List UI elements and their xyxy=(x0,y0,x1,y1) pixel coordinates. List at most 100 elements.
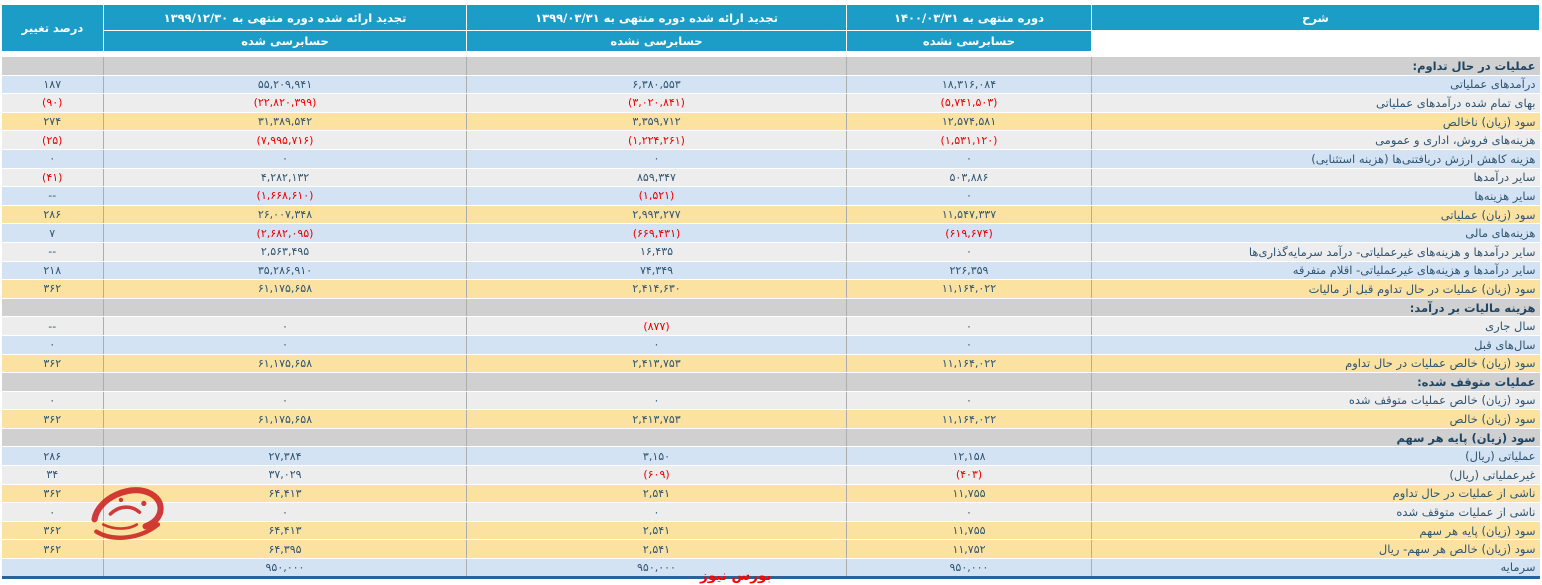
value-current-period: ۱۱,۷۵۲ xyxy=(846,539,1092,560)
value-restated-year: (۱,۶۶۸,۶۱۰) xyxy=(103,186,467,206)
row-label: هزینه‌های فروش، اداری و عمومی xyxy=(1091,130,1540,150)
row-label: سود (زیان) خالص xyxy=(1091,409,1540,429)
value-percent-change xyxy=(1,428,104,448)
value-current-period: ۱۱,۱۶۴,۰۲۲ xyxy=(846,279,1092,299)
value-percent-change xyxy=(1,298,104,318)
value-restated-quarter: ۰ xyxy=(466,502,847,522)
value-current-period: ۰ xyxy=(846,242,1092,262)
value-current-period: ۲۲۶,۳۵۹ xyxy=(846,261,1092,281)
col-subheader-unaudited-1: حسابرسی نشده xyxy=(846,30,1092,52)
value-restated-quarter xyxy=(466,298,847,318)
value-restated-year: ۶۴,۴۱۳ xyxy=(103,484,467,504)
section-row: عملیات در حال تداوم: xyxy=(1,56,1540,76)
value-current-period: (۴۰۳) xyxy=(846,465,1092,485)
row-label: بهای تمام شده درآمدهای عملیاتی xyxy=(1091,93,1540,113)
header-spacer xyxy=(1,51,1540,57)
value-current-period: ۰ xyxy=(846,335,1092,355)
value-percent-change: ۳۶۲ xyxy=(1,354,104,374)
value-restated-year: ۰ xyxy=(103,502,467,522)
col-subheader-audited: حسابرسی شده xyxy=(103,30,467,52)
value-current-period: ۱۱,۵۴۷,۳۳۷ xyxy=(846,205,1092,225)
section-row: سود (زیان) پایه هر سهم xyxy=(1,428,1540,448)
value-current-period: ۱۲,۵۷۴,۵۸۱ xyxy=(846,112,1092,132)
table-row: ناشی از عملیات در حال تداوم ۱۱,۷۵۵ ۲,۵۴۱ ۶۴… xyxy=(1,484,1540,504)
value-restated-year: ۰ xyxy=(103,149,467,169)
row-label: سال‌های قبل xyxy=(1091,335,1540,355)
row-label: سود (زیان) پایه هر سهم xyxy=(1091,521,1540,541)
row-label: سود (زیان) خالص عملیات متوقف شده xyxy=(1091,391,1540,411)
row-label: هزینه کاهش ارزش دریافتنی‌ها (هزینه استثن… xyxy=(1091,149,1540,169)
table-row: سود (زیان) خالص هر سهم- ریال ۱۱,۷۵۲ ۲,۵۴۱ ۶… xyxy=(1,539,1540,560)
value-restated-quarter: (۶۰۹) xyxy=(466,465,847,485)
row-label: سال جاری xyxy=(1091,316,1540,336)
value-restated-year: ۲۶,۰۰۷,۳۴۸ xyxy=(103,205,467,225)
value-restated-year: ۶۱,۱۷۵,۶۵۸ xyxy=(103,354,467,374)
value-restated-quarter: (۳,۰۲۰,۸۴۱) xyxy=(466,93,847,113)
row-label: سایر درآمدها و هزینه‌های غیرعملیاتی- درآ… xyxy=(1091,242,1540,262)
financial-statement-table: شرح دوره منتهی به ۱۴۰۰/۰۳/۳۱ تجدید ارائه… xyxy=(1,4,1540,579)
value-restated-year: ۶۴,۳۹۵ xyxy=(103,539,467,560)
value-restated-quarter: ۳,۳۵۹,۷۱۲ xyxy=(466,112,847,132)
value-current-period: ۰ xyxy=(846,186,1092,206)
value-restated-year: ۳۵,۲۸۶,۹۱۰ xyxy=(103,261,467,281)
value-restated-year: ۰ xyxy=(103,316,467,336)
value-percent-change: ۰ xyxy=(1,391,104,411)
header-empty-cell xyxy=(1091,30,1540,52)
table-row: سایر درآمدها و هزینه‌های غیرعملیاتی- درآ… xyxy=(1,242,1540,262)
col-header-period-restated-y: تجدید ارائه شده دوره منتهی به ۱۳۹۹/۱۲/۳۰ xyxy=(103,4,467,31)
row-label: سایر درآمدها و هزینه‌های غیرعملیاتی- اقل… xyxy=(1091,261,1540,281)
value-percent-change: ۲۱۸ xyxy=(1,261,104,281)
value-current-period: ۵۰۳,۸۸۶ xyxy=(846,168,1092,188)
value-current-period xyxy=(846,428,1092,448)
row-label: ناشی از عملیات متوقف شده xyxy=(1091,502,1540,522)
value-percent-change: ۳۶۲ xyxy=(1,539,104,560)
value-percent-change: ۰ xyxy=(1,335,104,355)
value-percent-change: ۳۶۲ xyxy=(1,521,104,541)
value-restated-year: ۰ xyxy=(103,391,467,411)
value-restated-quarter: ۲,۴۱۳,۷۵۳ xyxy=(466,354,847,374)
table-row: غیرعملیاتی (ریال) (۴۰۳) (۶۰۹) ۳۷,۰۲۹ ۳۴ xyxy=(1,465,1540,485)
value-restated-quarter: ۰ xyxy=(466,149,847,169)
value-current-period: ۰ xyxy=(846,316,1092,336)
value-percent-change: (۹۰) xyxy=(1,93,104,113)
value-current-period: ۱۱,۱۶۴,۰۲۲ xyxy=(846,354,1092,374)
table-row: سایر هزینه‌ها ۰ (۱,۵۲۱) (۱,۶۶۸,۶۱۰) -- xyxy=(1,186,1540,206)
value-current-period: (۵,۷۴۱,۵۰۳) xyxy=(846,93,1092,113)
value-current-period xyxy=(846,56,1092,76)
row-label: هزینه مالیات بر درآمد: xyxy=(1091,298,1540,318)
table-row: عملیاتی (ریال) ۱۲,۱۵۸ ۳,۱۵۰ ۲۷,۳۸۴ ۲۸۶ xyxy=(1,446,1540,467)
value-restated-year: ۳۷,۰۲۹ xyxy=(103,465,467,485)
table-row: سرمایه ۹۵۰,۰۰۰ ۹۵۰,۰۰۰ ۹۵۰,۰۰۰ xyxy=(1,558,1540,578)
value-restated-quarter: ۲,۴۱۳,۷۵۳ xyxy=(466,409,847,429)
value-current-period: ۰ xyxy=(846,391,1092,411)
value-restated-year: ۶۱,۱۷۵,۶۵۸ xyxy=(103,409,467,429)
table-row: سود (زیان) ناخالص ۱۲,۵۷۴,۵۸۱ ۳,۳۵۹,۷۱۲ ۳۱,۳… xyxy=(1,112,1540,132)
table-row: ناشی از عملیات متوقف شده ۰ ۰ ۰ ۰ xyxy=(1,502,1540,522)
value-percent-change: (۴۱) xyxy=(1,168,104,188)
page: { "chart_data": { "type": "table", "head… xyxy=(0,4,1542,585)
section-row: هزینه مالیات بر درآمد: xyxy=(1,298,1540,318)
value-current-period: ۰ xyxy=(846,149,1092,169)
value-restated-quarter: ۱۶,۴۳۵ xyxy=(466,242,847,262)
value-restated-quarter: ۰ xyxy=(466,391,847,411)
table-row: سال‌های قبل ۰ ۰ ۰ ۰ xyxy=(1,335,1540,355)
value-restated-quarter: ۶,۳۸۰,۵۵۳ xyxy=(466,75,847,95)
row-label: سرمایه xyxy=(1091,558,1540,578)
value-percent-change xyxy=(1,56,104,76)
table-row: سود (زیان) خالص عملیات در حال تداوم ۱۱,۱۶… xyxy=(1,354,1540,374)
table-row: سود (زیان) عملیات در حال تداوم قبل از ما… xyxy=(1,279,1540,299)
value-percent-change: -- xyxy=(1,242,104,262)
row-label: هزینه‌های مالی xyxy=(1091,223,1540,243)
value-restated-quarter: (۱,۲۲۴,۲۶۱) xyxy=(466,130,847,150)
row-label: ناشی از عملیات در حال تداوم xyxy=(1091,484,1540,504)
table-row: هزینه‌های فروش، اداری و عمومی (۱,۵۳۱,۱۲۰)… xyxy=(1,130,1540,150)
value-percent-change: ۲۸۶ xyxy=(1,205,104,225)
row-label: درآمدهای عملیاتی xyxy=(1091,75,1540,95)
value-restated-quarter xyxy=(466,372,847,392)
value-percent-change: ۳۴ xyxy=(1,465,104,485)
table-row: هزینه کاهش ارزش دریافتنی‌ها (هزینه استثن… xyxy=(1,149,1540,169)
value-current-period: ۱۱,۷۵۵ xyxy=(846,521,1092,541)
table-row: درآمدهای عملیاتی ۱۸,۳۱۶,۰۸۴ ۶,۳۸۰,۵۵۳ ۵۵,۲۰… xyxy=(1,75,1540,95)
value-restated-year: ۲,۵۶۳,۴۹۵ xyxy=(103,242,467,262)
value-current-period xyxy=(846,298,1092,318)
